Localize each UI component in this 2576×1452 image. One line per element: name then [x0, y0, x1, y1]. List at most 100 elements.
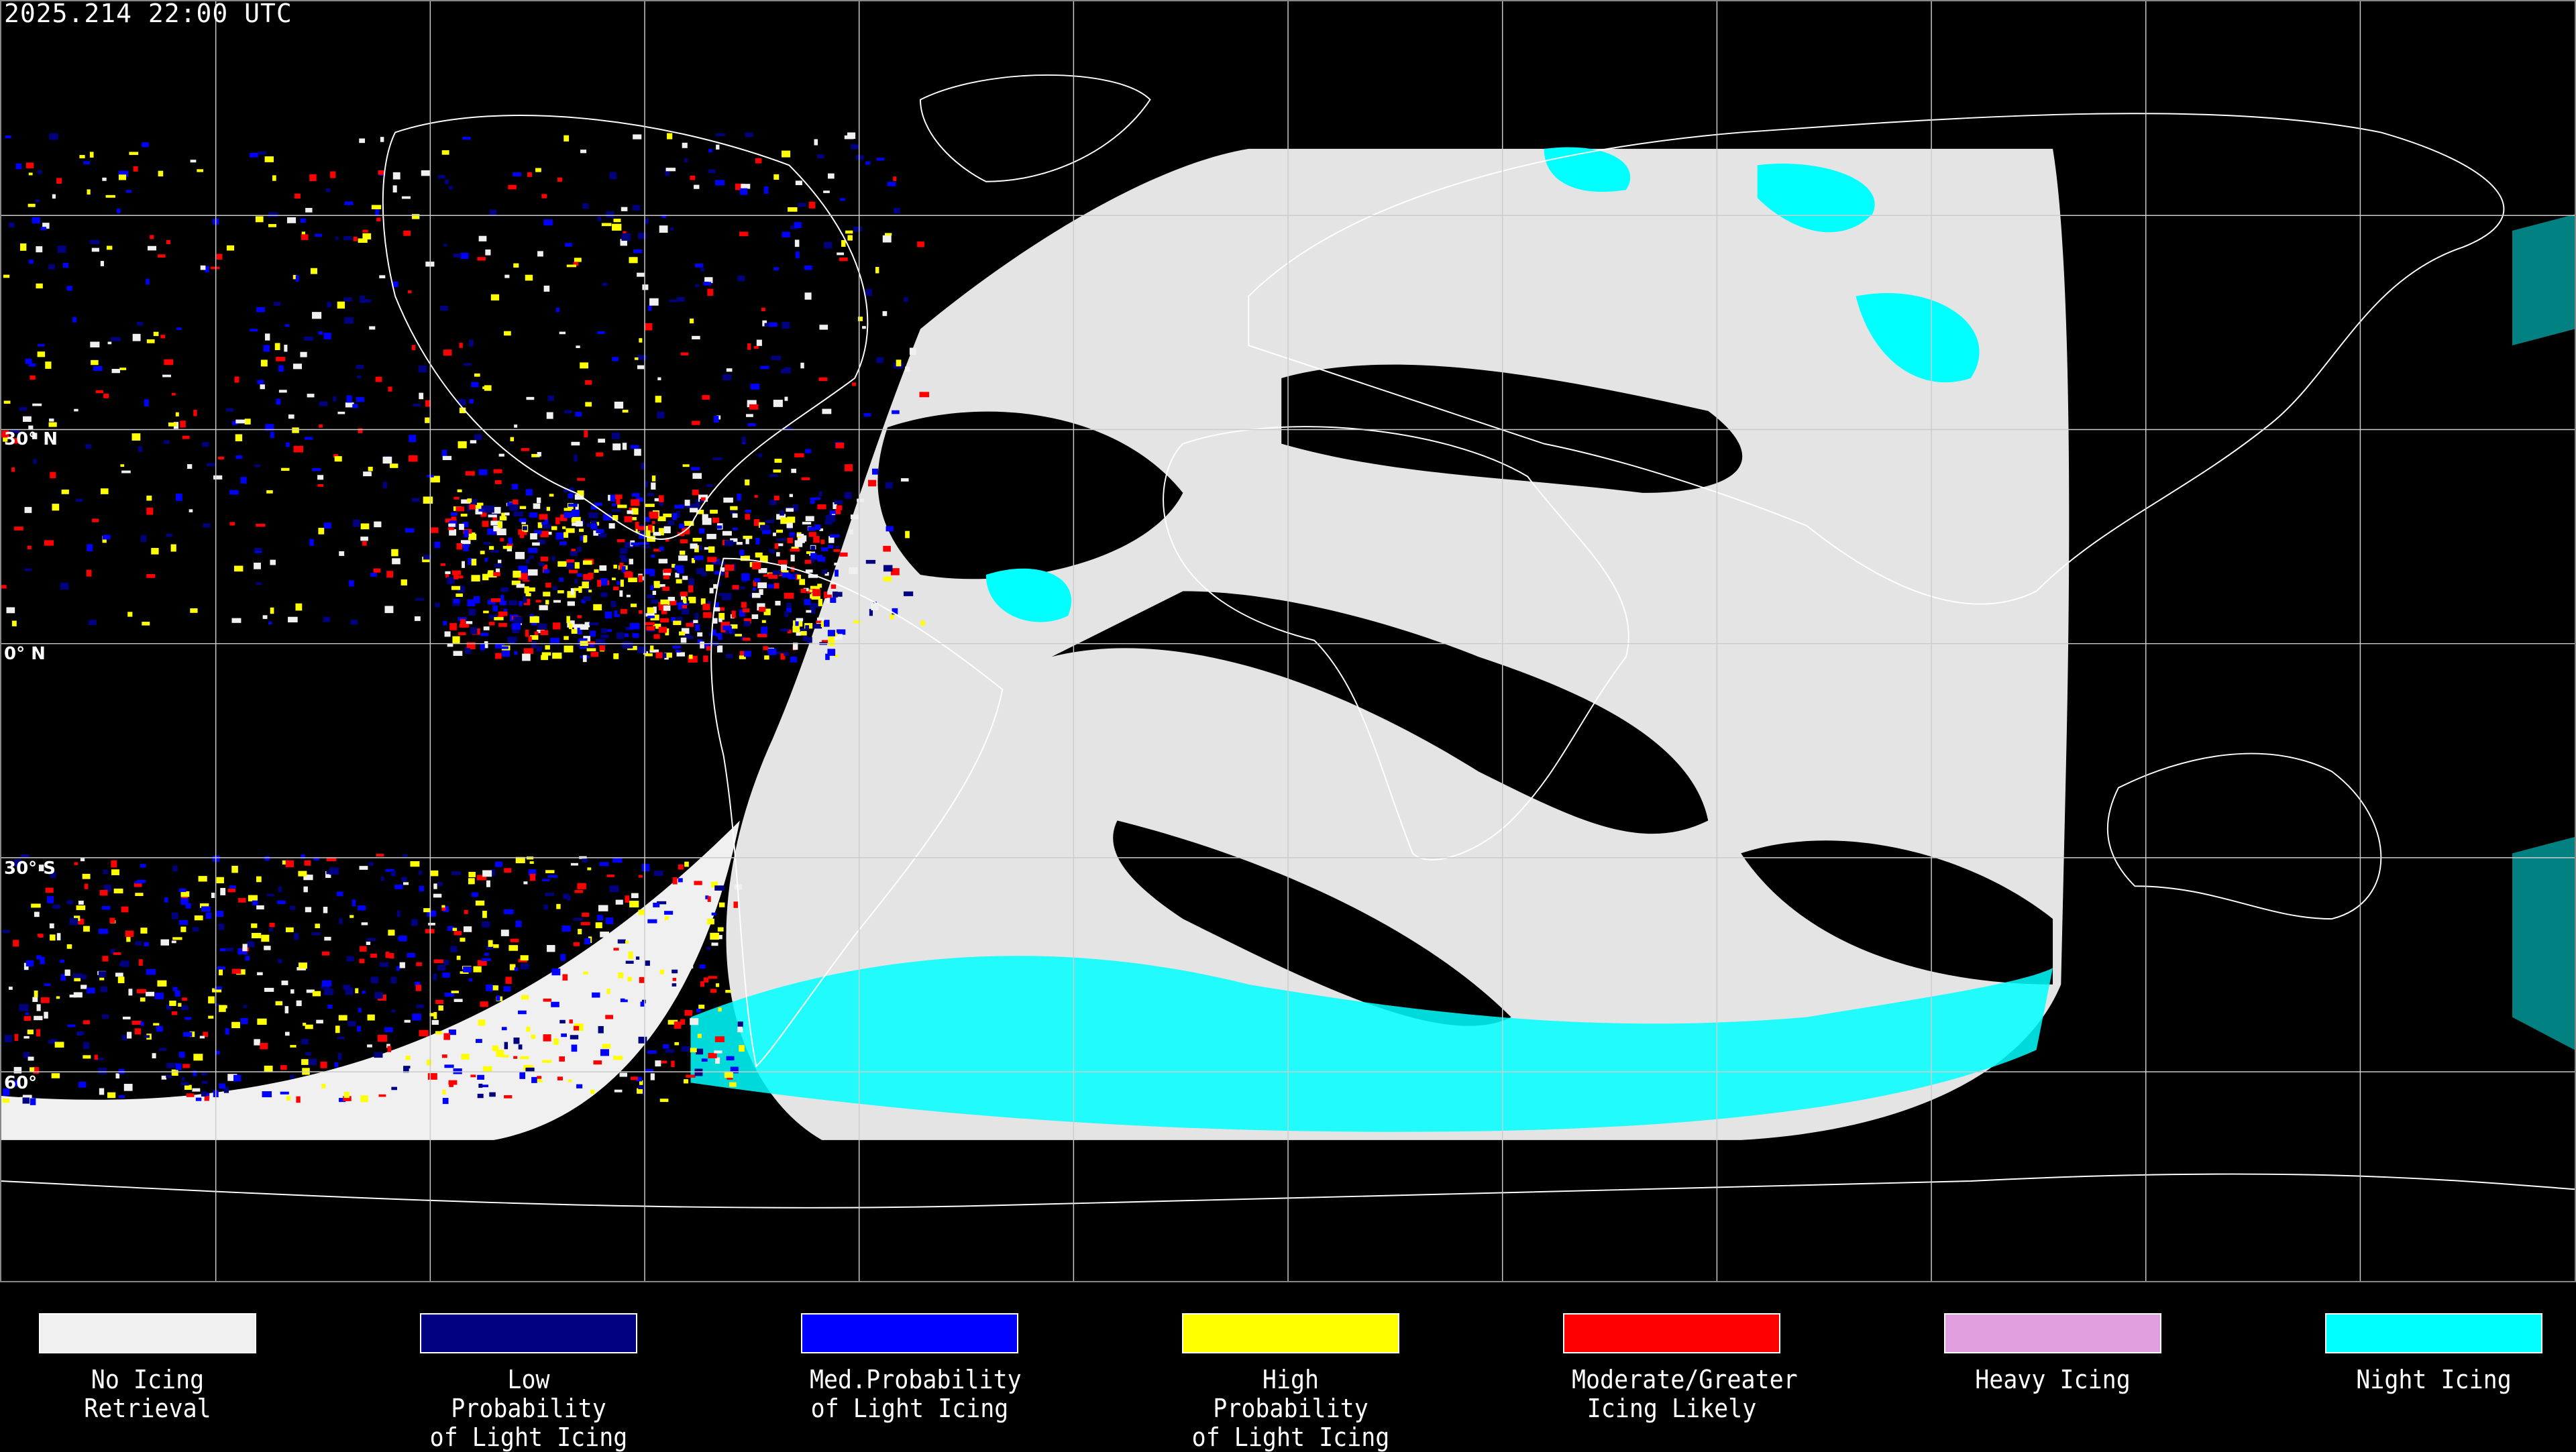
icing-pixel: [180, 897, 189, 905]
icing-pixel: [714, 885, 724, 891]
icing-pixel: [390, 870, 396, 877]
icing-pixel: [91, 247, 99, 252]
icing-pixel: [657, 411, 665, 418]
icing-pixel: [808, 201, 816, 209]
icing-pixel: [129, 152, 139, 156]
icing-pixel: [105, 194, 115, 198]
icing-pixel: [453, 575, 459, 579]
icing-pixel: [566, 559, 574, 564]
icing-pixel: [714, 180, 725, 186]
icing-pixel: [654, 498, 659, 502]
icing-pixel: [118, 170, 129, 177]
icing-pixel: [740, 555, 750, 561]
icing-pixel: [850, 514, 859, 520]
icing-pixel: [665, 628, 669, 636]
icing-pixel: [614, 610, 618, 618]
icing-pixel: [651, 482, 656, 490]
icing-pixel: [574, 1025, 580, 1031]
icing-pixel: [433, 959, 443, 964]
icing-pixel: [788, 207, 798, 212]
icing-pixel: [266, 893, 274, 897]
icing-pixel: [490, 294, 500, 300]
icing-pixel: [56, 996, 60, 999]
icing-pixel: [730, 511, 736, 514]
icing-pixel: [651, 476, 656, 482]
icing-pixel: [577, 478, 586, 481]
icing-pixel: [437, 964, 446, 971]
icing-pixel: [828, 173, 835, 179]
icing-pixel: [494, 861, 502, 867]
icing-pixel: [201, 1091, 207, 1097]
icing-pixel: [529, 555, 534, 559]
icing-pixel: [343, 985, 351, 991]
icing-pixel: [476, 1039, 482, 1044]
icing-pixel: [795, 180, 802, 186]
icing-pixel: [52, 194, 56, 199]
icing-pixel: [157, 980, 167, 987]
icing-pixel: [622, 443, 627, 450]
icing-pixel: [583, 596, 591, 602]
icing-pixel: [493, 572, 500, 577]
icing-pixel: [197, 1099, 207, 1106]
icing-pixel: [875, 266, 879, 274]
icing-pixel: [712, 859, 720, 864]
icing-pixel: [590, 630, 596, 637]
icing-pixel: [480, 632, 489, 636]
icing-pixel: [519, 1071, 526, 1079]
icing-pixel: [99, 977, 105, 981]
icing-pixel: [622, 409, 629, 413]
icing-pixel: [433, 973, 437, 981]
icing-pixel: [443, 960, 449, 965]
icing-pixel: [500, 646, 508, 649]
icing-pixel: [45, 887, 54, 893]
icing-pixel: [418, 871, 423, 875]
icing-pixel: [782, 150, 791, 158]
icing-pixel: [824, 571, 829, 576]
icing-pixel: [564, 512, 573, 518]
icing-pixel: [796, 533, 804, 537]
icing-pixel: [680, 539, 688, 544]
icing-pixel: [540, 530, 549, 538]
icing-pixel: [465, 648, 471, 651]
icing-pixel: [594, 502, 602, 506]
icing-pixel: [229, 522, 235, 526]
icing-pixel: [577, 547, 582, 553]
icing-pixel: [663, 568, 672, 573]
icing-pixel: [492, 985, 498, 991]
icing-pixel: [653, 634, 660, 639]
icing-pixel: [629, 901, 639, 907]
icing-pixel: [198, 876, 207, 882]
icing-pixel: [453, 599, 460, 605]
icing-pixel: [513, 511, 523, 517]
icing-pixel: [570, 588, 574, 596]
icing-pixel: [759, 524, 770, 530]
icing-pixel: [180, 891, 190, 897]
icing-pixel: [708, 148, 712, 152]
icing-pixel: [774, 543, 779, 549]
icing-pixel: [115, 1073, 120, 1079]
icing-pixel: [752, 588, 757, 591]
icing-pixel: [639, 338, 643, 343]
icing-pixel: [549, 494, 554, 497]
icing-pixel: [616, 498, 621, 505]
icing-pixel: [508, 600, 518, 606]
icing-pixel: [551, 1001, 559, 1007]
icing-pixel: [318, 331, 323, 335]
icing-pixel: [419, 392, 424, 400]
icing-pixel: [500, 1054, 509, 1058]
icing-pixel: [466, 642, 476, 650]
icing-pixel: [680, 602, 688, 606]
icing-pixel: [800, 588, 806, 594]
icing-pixel: [233, 1074, 241, 1082]
icing-pixel: [338, 1015, 347, 1021]
icing-pixel: [33, 459, 37, 464]
icing-pixel: [79, 155, 85, 159]
icing-pixel: [477, 1074, 484, 1080]
icing-pixel: [5, 135, 11, 139]
legend-label: No Icing Retrieval: [84, 1365, 211, 1423]
icing-pixel: [712, 618, 718, 624]
icing-pixel: [762, 529, 771, 535]
icing-pixel: [696, 499, 700, 504]
icing-pixel: [30, 375, 36, 380]
icing-pixel: [82, 873, 91, 879]
